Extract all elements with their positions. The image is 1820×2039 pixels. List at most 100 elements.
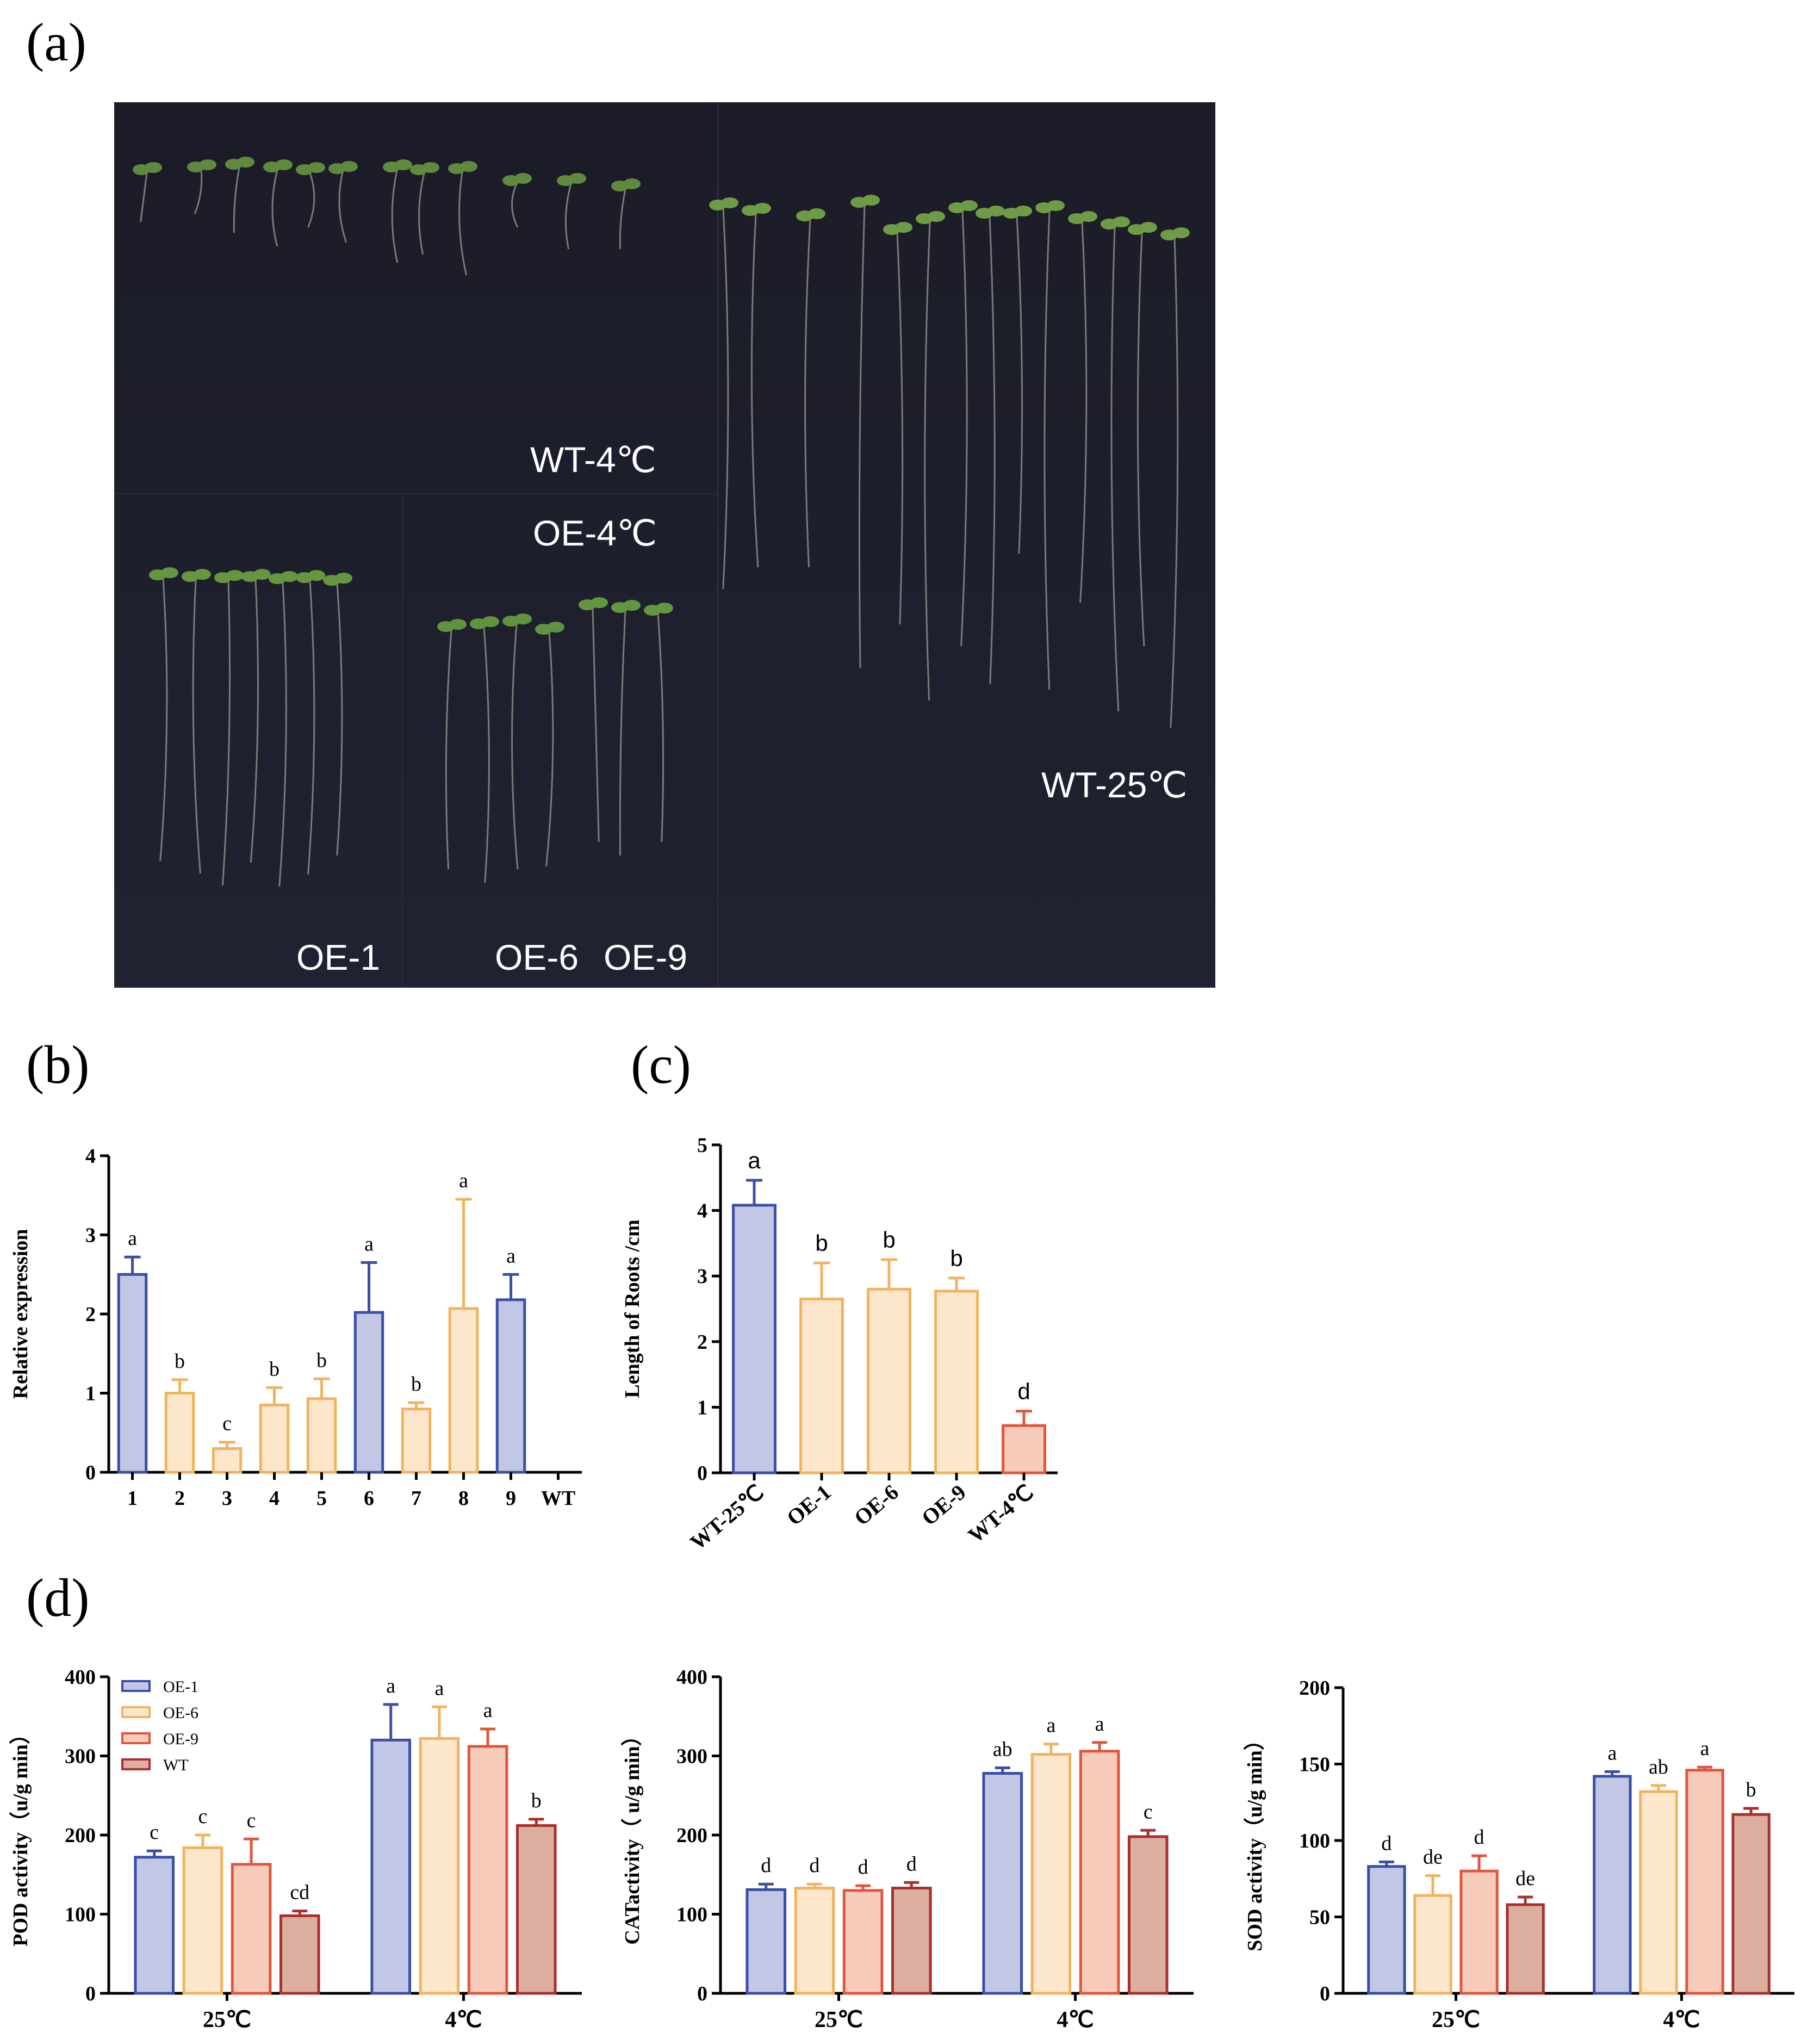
significance-letter: b (1746, 1778, 1756, 1801)
y-tick-label: 100 (65, 1904, 96, 1926)
y-tick-label: 200 (1299, 1677, 1330, 1700)
chart-c: 0 1 2 3 4 5 Length of Roots /cm a WT-25℃ b OE-1 b OE… (621, 1134, 1058, 1555)
seedling-leaf (623, 600, 641, 611)
x-tick-label: 8 (458, 1487, 469, 1510)
bar (1731, 1813, 1771, 1995)
y-tick-label: 1 (85, 1383, 96, 1405)
y-tick-label: 2 (85, 1303, 96, 1326)
seedling-leaf (199, 159, 216, 170)
seedling-leaf (395, 159, 412, 170)
significance-letter: a (748, 1148, 761, 1173)
legend-label: OE-1 (163, 1678, 198, 1696)
seedling-leaf (1080, 211, 1097, 222)
seedling-root (511, 624, 519, 870)
seedling-leaf (1172, 227, 1190, 238)
y-tick-label: 100 (1299, 1830, 1330, 1852)
x-tick-label: 25℃ (1432, 2007, 1480, 2032)
label-oe9: OE-9 (604, 937, 687, 977)
bar (891, 1886, 932, 1995)
bar (279, 1914, 320, 1995)
chart-d3: 0 50 100 150 200 SOD activity（u/g min） d de d de 2… (1244, 1677, 1794, 2032)
seedling-leaf (422, 162, 439, 173)
bar (515, 1824, 557, 1995)
y-tick-label: 100 (676, 1904, 707, 1926)
significance-letter: a (1607, 1742, 1617, 1765)
significance-letter: d (1381, 1832, 1392, 1855)
panel-label-a: (a) (26, 12, 86, 72)
seedling-root (545, 632, 554, 867)
significance-letter: b (316, 1349, 327, 1372)
significance-letter: c (1144, 1800, 1153, 1823)
x-tick-label: 7 (411, 1487, 421, 1510)
y-tick-label: 0 (1320, 1982, 1330, 2005)
significance-letter: a (386, 1675, 395, 1697)
seedling-root (483, 627, 490, 883)
seedling-root (896, 232, 904, 625)
significance-letter: b (269, 1358, 279, 1380)
seedling-root (221, 580, 231, 886)
seedling-root (1079, 221, 1088, 603)
bar (495, 1298, 526, 1474)
seedling-root (619, 610, 626, 856)
x-tick-label: 4℃ (1663, 2007, 1700, 2032)
seedling-leaf (1113, 216, 1130, 227)
y-tick-label: 0 (85, 1982, 96, 2005)
significance-letter: b (815, 1230, 828, 1256)
y-tick-label: 1 (697, 1396, 707, 1419)
seedling-root (592, 608, 600, 842)
y-tick-label: 3 (697, 1265, 707, 1288)
seedling-leaf (808, 208, 825, 219)
seedling-leaf (928, 211, 945, 222)
seedling-root (564, 183, 572, 250)
bar (1685, 1769, 1724, 1995)
significance-letter: d (809, 1854, 819, 1877)
seedling-root (511, 183, 519, 228)
seedling-root (336, 583, 343, 856)
significance-letter: cd (290, 1881, 309, 1904)
bar (353, 1311, 384, 1474)
seedling-root (418, 172, 425, 255)
bar (419, 1737, 460, 1995)
seedling-root (989, 216, 996, 685)
y-tick-label: 5 (697, 1134, 707, 1157)
seedling-leaf (514, 613, 532, 624)
label-oe6: OE-6 (495, 937, 579, 977)
bar (401, 1408, 432, 1474)
y-tick-label: 4 (697, 1200, 707, 1223)
y-tick-label: 0 (697, 1462, 707, 1485)
seedling-leaf (449, 619, 467, 630)
significance-letter: b (531, 1789, 542, 1812)
bar (746, 1888, 787, 1995)
bar (1367, 1865, 1406, 1995)
chart-d2: 0 100 200 300 400 CATactivity（ u/g min） d d d d 25… (621, 1666, 1194, 2032)
seedling-root (1136, 232, 1145, 647)
seedling-leaf (591, 597, 608, 608)
x-tick-label: 4℃ (1057, 2007, 1094, 2032)
x-tick-label: 1 (127, 1487, 138, 1510)
label-oe-4c: OE-4℃ (533, 513, 657, 553)
bar (982, 1772, 1023, 1995)
seedling-root (278, 581, 287, 887)
bar (842, 1889, 884, 1995)
seedling-root (192, 579, 201, 874)
bar (799, 1297, 844, 1474)
seedling-leaf (281, 571, 298, 582)
seedling-root (924, 221, 931, 701)
seedling-leaf (308, 162, 325, 173)
y-tick-label: 4 (85, 1145, 96, 1168)
significance-letter: d (1474, 1826, 1484, 1849)
seedling-leaf (161, 567, 178, 578)
seedling-leaf (987, 206, 1005, 216)
significance-letter: ab (1649, 1756, 1668, 1778)
seedling-leaf (253, 569, 271, 580)
y-tick-label: 300 (65, 1745, 96, 1768)
significance-letter: b (175, 1350, 185, 1373)
y-tick-label: 0 (697, 1982, 707, 2005)
x-tick-label: 9 (506, 1487, 516, 1510)
bar (448, 1307, 479, 1474)
x-tick-label: WT-25℃ (685, 1479, 768, 1554)
seedling-leaf (960, 200, 978, 211)
x-tick-label: OE-1 (782, 1479, 836, 1530)
bar (1459, 1869, 1499, 1995)
seedling-root (338, 171, 347, 243)
